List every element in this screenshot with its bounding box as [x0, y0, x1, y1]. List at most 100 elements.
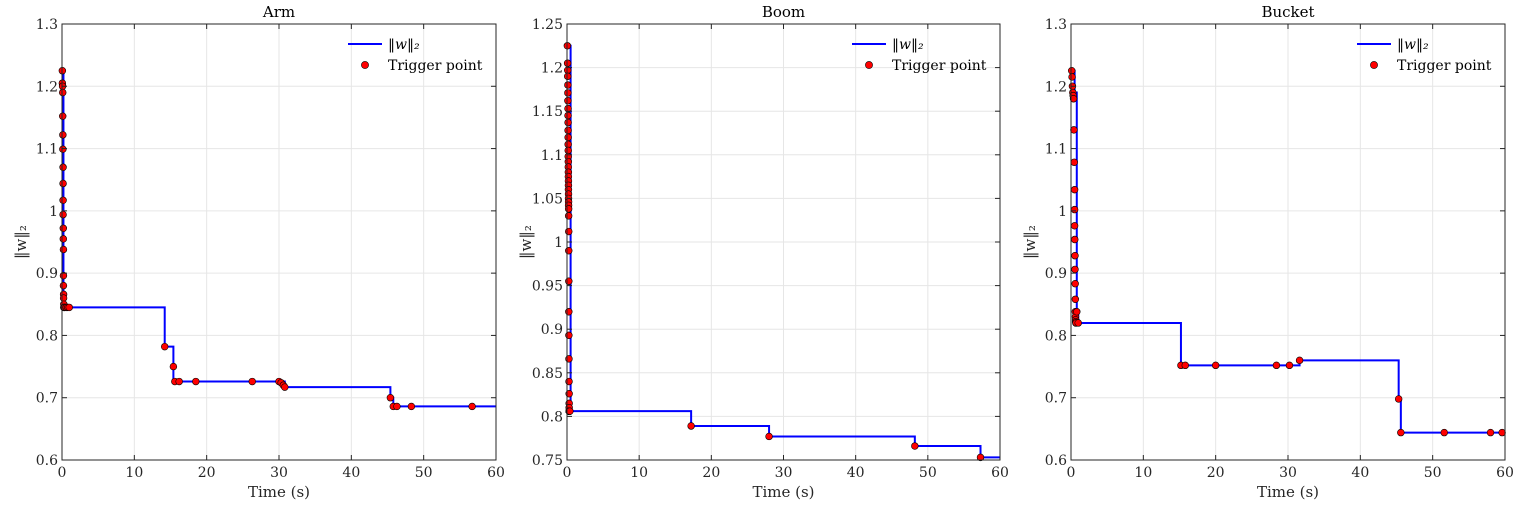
x-tick-label: 40 [342, 465, 360, 481]
trigger-point [687, 422, 695, 430]
trigger-point [59, 179, 67, 188]
trigger-point [1071, 265, 1079, 274]
y-tick-label: 1.3 [36, 17, 58, 33]
chart-title: Boom [762, 3, 805, 21]
chart-title: Bucket [1261, 3, 1314, 21]
y-tick-label: 1.1 [541, 148, 563, 164]
x-tick-label: 20 [1207, 465, 1225, 481]
legend: ‖w‖₂ Trigger point [348, 37, 483, 74]
trigger-point [565, 227, 573, 236]
trigger-point [1397, 428, 1405, 437]
y-tick-label: 1 [49, 204, 58, 220]
trigger-point [1068, 73, 1076, 81]
trigger-point [565, 277, 573, 285]
trigger-point [1486, 428, 1495, 437]
legend: ‖w‖₂ Trigger point [1357, 37, 1492, 74]
trigger-point [59, 88, 67, 97]
chart-title: Arm [262, 3, 295, 21]
trigger-point [564, 212, 573, 220]
trigger-point [59, 196, 67, 204]
legend-marker-swatch [1370, 61, 1378, 69]
y-tick-label: 0.8 [541, 409, 563, 425]
trigger-point [564, 118, 572, 127]
x-tick-label: 30 [1279, 465, 1297, 481]
trigger-point [1498, 428, 1506, 437]
x-tick-label: 0 [563, 465, 572, 481]
chart-panel-arm: 0 10 20 30 40 50 60 0.6 0.7 0.8 0.9 1 1.1 1.2 1.3 Arm Ti… [12, 3, 505, 501]
y-tick-label: 1.15 [532, 104, 563, 120]
y-tick-label: 0.8 [1045, 328, 1067, 344]
series-line [567, 44, 1000, 459]
trigger-point [59, 245, 68, 254]
trigger-point [564, 89, 572, 97]
trigger-point [192, 377, 200, 386]
y-tick-label: 1.25 [532, 17, 563, 33]
x-tick-label: 50 [1424, 465, 1442, 481]
trigger-point [565, 331, 573, 340]
y-axis-label: ‖w‖₂ [517, 225, 535, 259]
trigger-point [1285, 361, 1294, 370]
y-tick-label: 0.8 [36, 328, 58, 344]
trigger-point [564, 72, 572, 81]
x-tick-label: 40 [847, 465, 865, 481]
trigger-point [393, 402, 401, 411]
x-tick-label: 50 [919, 465, 937, 481]
trigger-point [564, 97, 572, 105]
y-tick-label: 0.7 [36, 391, 58, 407]
trigger-point [386, 394, 395, 402]
x-tick-label: 30 [775, 465, 793, 481]
y-axis-label: ‖w‖₂ [12, 225, 30, 259]
x-tick-label: 10 [125, 465, 143, 481]
trigger-point [564, 205, 573, 213]
trigger-point [1211, 361, 1220, 370]
trigger-point [1068, 67, 1076, 75]
trigger-point [59, 235, 68, 243]
trigger-point [911, 442, 919, 450]
trigger-point [169, 362, 178, 371]
trigger-point [1394, 395, 1403, 403]
trigger-point [59, 281, 68, 290]
x-tick-label: 10 [1134, 465, 1152, 481]
x-tick-label: 60 [991, 465, 1009, 481]
trigger-point [564, 140, 572, 149]
trigger-point [175, 377, 183, 386]
legend-marker-swatch [361, 61, 369, 69]
y-tick-label: 0.75 [532, 453, 563, 469]
y-tick-label: 1 [1058, 204, 1067, 220]
trigger-point [59, 163, 67, 171]
trigger-point [1181, 361, 1189, 370]
trigger-point [564, 133, 572, 142]
trigger-point [564, 126, 572, 135]
y-tick-label: 0.7 [1045, 391, 1067, 407]
y-tick-label: 0.6 [36, 453, 58, 469]
trigger-point [1071, 295, 1080, 304]
x-tick-label: 40 [1351, 465, 1369, 481]
trigger-point [1071, 252, 1079, 260]
chart-panel-boom: 0 10 20 30 40 50 60 0.75 0.8 0.85 0.9 0.95 1 1.05 1.1 1… [517, 3, 1009, 501]
trigger-point [281, 383, 289, 391]
y-tick-label: 0.85 [532, 366, 563, 382]
y-tick-label: 1.2 [541, 61, 563, 77]
y-tick-label: 0.9 [36, 266, 58, 282]
x-axis-label: Time (s) [752, 483, 814, 501]
trigger-point [59, 224, 68, 232]
trigger-point [564, 111, 572, 120]
trigger-point [976, 453, 985, 462]
trigger-point [1070, 222, 1079, 230]
trigger-point [1272, 361, 1281, 370]
trigger-point [565, 308, 573, 316]
trigger-point [565, 247, 573, 255]
y-tick-label: 0.9 [541, 322, 563, 338]
legend-marker-swatch [865, 61, 873, 69]
x-tick-label: 60 [1496, 465, 1514, 481]
legend-label: ‖w‖₂ [1397, 37, 1429, 53]
trigger-points [58, 67, 476, 411]
legend-label: Trigger point [1397, 58, 1492, 74]
y-tick-label: 1.1 [36, 142, 58, 158]
x-tick-label: 0 [58, 465, 67, 481]
trigger-point [566, 407, 574, 415]
trigger-point [161, 342, 169, 351]
trigger-point [468, 402, 476, 411]
x-tick-label: 10 [630, 465, 648, 481]
x-tick-label: 0 [1067, 465, 1076, 481]
